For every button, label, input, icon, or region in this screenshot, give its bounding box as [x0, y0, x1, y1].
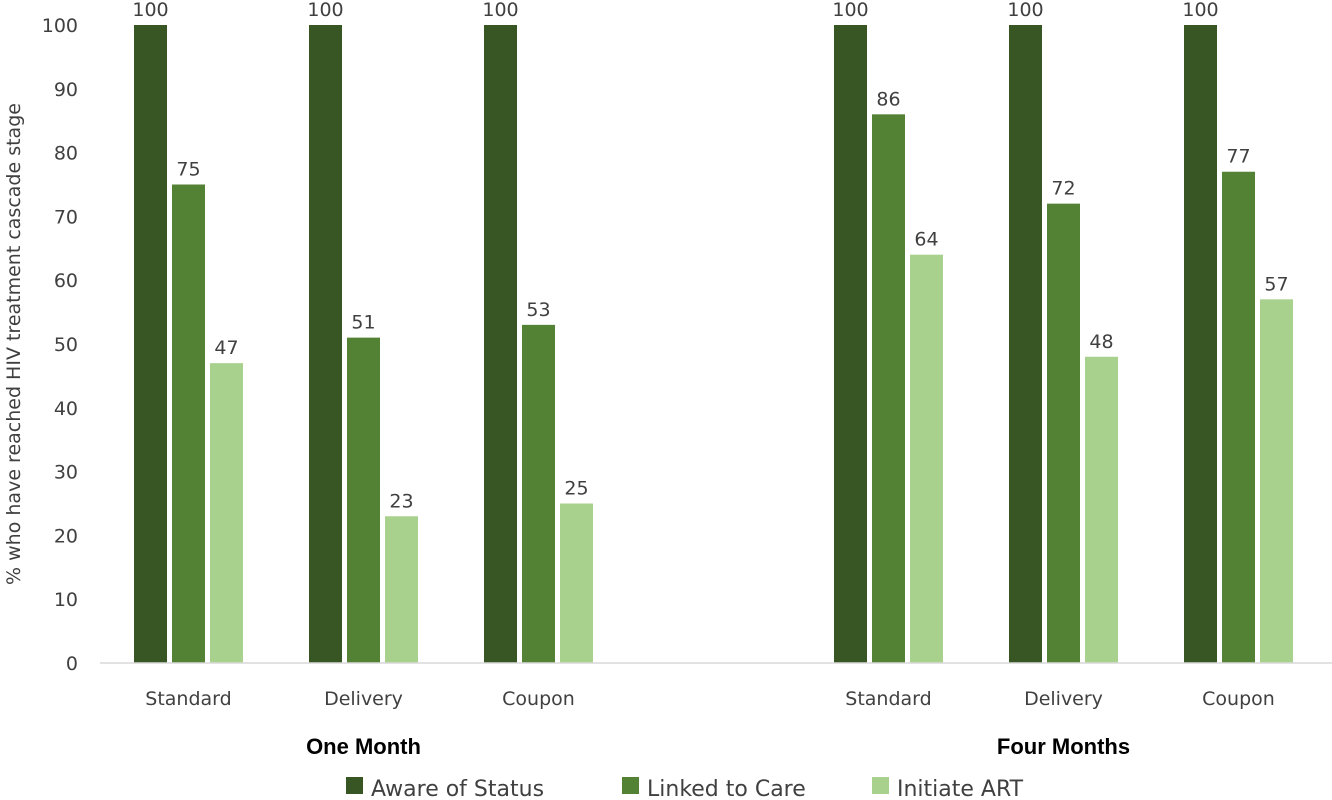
data-label: 86: [876, 88, 900, 110]
data-label: 75: [176, 159, 200, 181]
data-label: 51: [351, 312, 375, 334]
group-labels: One Month Four Months: [306, 734, 1130, 759]
bar: [484, 25, 517, 663]
data-label: 47: [214, 337, 238, 359]
y-axis: 0 10 20 30 40 50 60 70 80 90 100: [42, 15, 78, 675]
bar: [385, 516, 418, 663]
category-label: Coupon: [1202, 688, 1275, 710]
y-tick-label: 0: [66, 653, 78, 675]
y-tick-label: 60: [54, 270, 78, 292]
y-tick-label: 30: [54, 462, 78, 484]
legend-swatch: [872, 777, 889, 794]
category-label: Delivery: [324, 688, 403, 710]
bar: [1184, 25, 1217, 663]
legend-swatch: [346, 777, 363, 794]
bar: [1085, 356, 1118, 663]
data-label: 100: [482, 0, 518, 21]
bar: [910, 254, 943, 663]
bar: [172, 184, 205, 663]
data-label: 48: [1089, 331, 1113, 353]
y-tick-label: 80: [54, 143, 78, 165]
bar: [560, 503, 593, 663]
bar: [309, 25, 342, 663]
category-label: Delivery: [1024, 688, 1103, 710]
bar: [347, 337, 380, 663]
category-label: Standard: [145, 688, 231, 710]
data-label: 57: [1264, 273, 1288, 295]
bar: [1260, 299, 1293, 663]
category-label: Standard: [845, 688, 931, 710]
legend-swatch: [622, 777, 639, 794]
y-tick-label: 90: [54, 79, 78, 101]
data-label: 53: [526, 299, 550, 321]
bars: [134, 25, 1293, 664]
legend-label: Linked to Care: [647, 777, 806, 800]
y-tick-label: 50: [54, 334, 78, 356]
x-axis: Standard Delivery Coupon Standard Delivery Co…: [145, 688, 1275, 710]
data-label: 100: [132, 0, 168, 21]
group-label: Four Months: [997, 734, 1130, 759]
bar: [872, 114, 905, 663]
bar: [834, 25, 867, 663]
data-label: 72: [1051, 178, 1075, 200]
data-label: 100: [1182, 0, 1218, 21]
legend: Aware of Status Linked to Care Initiate AR…: [346, 777, 1024, 800]
category-label: Coupon: [502, 688, 575, 710]
bar: [210, 363, 243, 663]
bar: [134, 25, 167, 663]
data-label: 100: [307, 0, 343, 21]
group-label: One Month: [306, 734, 421, 759]
bar: [522, 324, 555, 663]
y-tick-label: 100: [42, 15, 78, 37]
data-labels: 100 75 47 100 51 23 100 53 25 100 86 64 100 72 48 100 77…: [132, 0, 1288, 512]
bar: [1009, 25, 1042, 663]
y-tick-label: 70: [54, 206, 78, 228]
bar: [1222, 171, 1255, 664]
data-label: 23: [389, 490, 413, 512]
legend-label: Initiate ART: [897, 777, 1024, 800]
data-label: 100: [1007, 0, 1043, 21]
data-label: 64: [914, 229, 938, 251]
legend-label: Aware of Status: [371, 777, 544, 800]
y-tick-label: 20: [54, 525, 78, 547]
bar: [1047, 203, 1080, 663]
data-label: 77: [1226, 146, 1250, 168]
data-label: 100: [832, 0, 868, 21]
y-tick-label: 10: [54, 589, 78, 611]
y-tick-label: 40: [54, 398, 78, 420]
data-label: 25: [564, 478, 588, 500]
y-axis-title: % who have reached HIV treatment cascade…: [3, 103, 25, 585]
